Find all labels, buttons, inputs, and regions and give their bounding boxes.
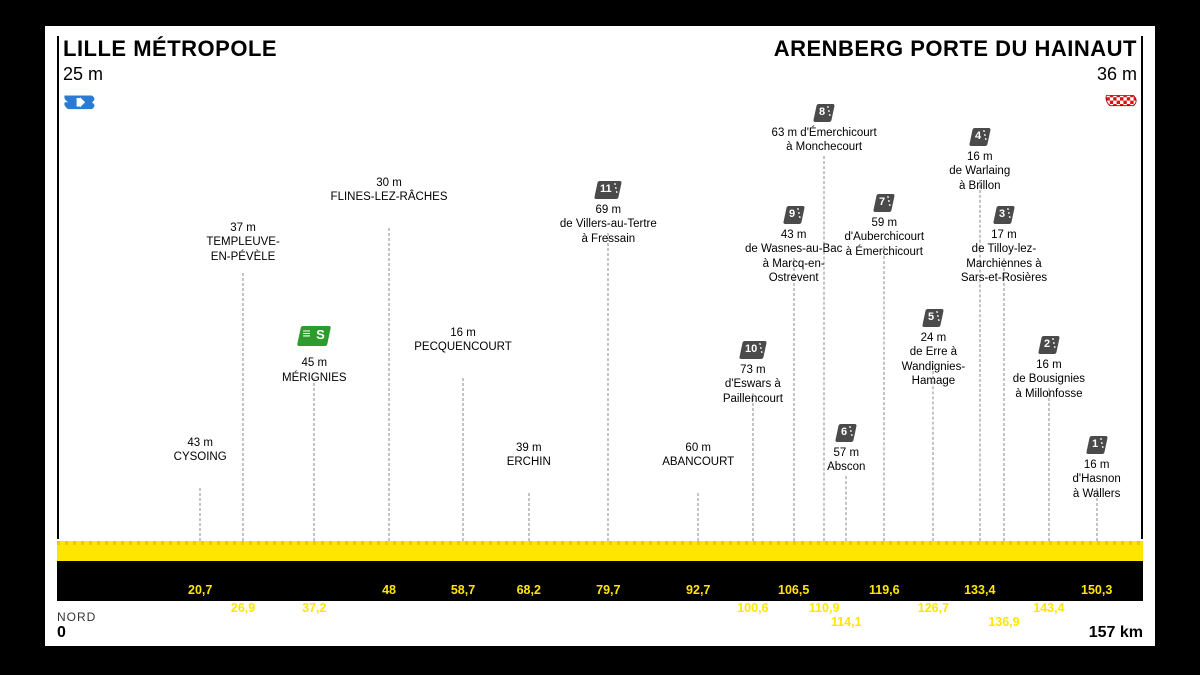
sector-annotation: 11•••69 mde Villers-au-Tertreà Fressain	[543, 181, 673, 246]
leader-line	[389, 228, 390, 541]
sector-badge-icon: 6•••	[835, 424, 857, 442]
place-annotation: 43 mCYSOING	[135, 436, 265, 465]
leader-line	[528, 493, 529, 541]
leader-line	[243, 273, 244, 541]
km-marker: 106,5	[778, 583, 809, 597]
sector-badge-icon: 7•••	[873, 194, 895, 212]
sector-badge-icon: 2•••	[1038, 336, 1060, 354]
place-annotation: 30 mFLINES-LEZ-RÂCHES	[324, 176, 454, 205]
finish-flag-icon	[1103, 93, 1137, 115]
start-alt: 25 m	[63, 64, 277, 85]
content: LILLE MÉTROPOLE 25 m ARENBERG PORTE DU H…	[45, 26, 1155, 646]
sector-badge-icon: 9•••	[783, 206, 805, 224]
place-annotation: 39 mERCHIN	[464, 441, 594, 470]
elevation-fill	[57, 541, 1143, 561]
km-marker: 150,3	[1081, 583, 1112, 597]
leader-line	[314, 378, 315, 541]
km-marker: 20,7	[188, 583, 212, 597]
km-marker: 79,7	[596, 583, 620, 597]
sector-badge-icon: 1•••	[1086, 436, 1108, 454]
sector-annotation: 2•••16 mde Bousigniesà Millonfosse	[984, 336, 1114, 401]
sector-annotation: 10•••73 md'Eswars àPaillencourt	[688, 341, 818, 406]
place-annotation: 16 mPECQUENCOURT	[398, 326, 528, 355]
sector-badge-icon: 3•••	[993, 206, 1015, 224]
start-km: 0	[57, 624, 66, 642]
km-marker: 58,7	[451, 583, 475, 597]
km-marker: 110,9	[809, 601, 840, 615]
sector-badge-icon: 11•••	[595, 181, 623, 199]
km-marker: 119,6	[869, 583, 900, 597]
region-label: NORD	[57, 610, 96, 624]
leader-line	[200, 488, 201, 541]
km-marker: 26,9	[231, 601, 255, 615]
km-marker: 100,6	[737, 601, 768, 615]
start-edge	[57, 36, 59, 539]
start-name: LILLE MÉTROPOLE	[63, 36, 277, 62]
start-block: LILLE MÉTROPOLE 25 m	[63, 36, 277, 120]
profile-frame: LILLE MÉTROPOLE 25 m ARENBERG PORTE DU H…	[45, 26, 1155, 646]
finish-alt: 36 m	[774, 64, 1137, 85]
sprint-annotation: 45 mMÉRIGNIES	[249, 326, 379, 385]
place-annotation: 60 mABANCOURT	[633, 441, 763, 470]
km-marker: 143,4	[1033, 601, 1064, 615]
km-marker: 37,2	[302, 601, 326, 615]
leader-line	[884, 246, 885, 541]
sector-annotation: 6•••57 mAbscon	[781, 424, 911, 475]
footer: 0 157 km	[57, 624, 1143, 642]
sector-badge-icon: 5•••	[922, 309, 944, 327]
km-marker: 68,2	[517, 583, 541, 597]
sprint-badge-icon	[297, 326, 331, 346]
total-km: 157 km	[1089, 624, 1143, 642]
start-flag-icon	[63, 93, 97, 115]
finish-name: ARENBERG PORTE DU HAINAUT	[774, 36, 1137, 62]
sector-annotation: 3•••17 mde Tilloy-lez-Marchiennes àSars-…	[939, 206, 1069, 285]
km-marker: 126,7	[918, 601, 949, 615]
sector-annotation: 1•••16 md'Hasnonà Wallers	[1032, 436, 1162, 501]
sector-badge-icon: 10•••	[739, 341, 767, 359]
elevation-profile: 20,726,937,24858,768,279,792,7100,6106,5…	[57, 536, 1143, 601]
leader-line	[698, 493, 699, 541]
sector-badge-icon: 8•••	[813, 104, 835, 122]
place-annotation: 37 mTEMPLEUVE-EN-PÉVÈLE	[178, 221, 308, 264]
sector-badge-icon: 4•••	[969, 128, 991, 146]
leader-line	[608, 233, 609, 541]
km-marker: 48	[382, 583, 396, 597]
km-axis: 20,726,937,24858,768,279,792,7100,6106,5…	[57, 561, 1143, 601]
sector-annotation: 8•••63 m d'Émerchicourtà Monchecourt	[759, 104, 889, 155]
sector-annotation: 4•••16 mde Warlaingà Brillon	[915, 128, 1045, 193]
km-marker: 133,4	[964, 583, 995, 597]
sector-annotation: 7•••59 md'Auberchicourtà Émerchicourt	[819, 194, 949, 259]
leader-line	[846, 476, 847, 541]
km-marker: 92,7	[686, 583, 710, 597]
sector-annotation: 5•••24 mde Erre àWandignies-Hamage	[868, 309, 998, 388]
